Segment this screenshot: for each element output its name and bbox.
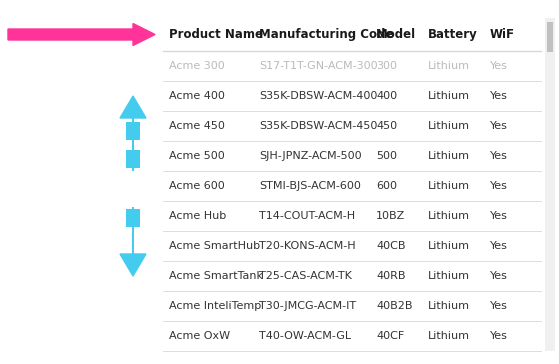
Text: T20-KONS-ACM-H: T20-KONS-ACM-H xyxy=(259,241,356,251)
Text: Acme 450: Acme 450 xyxy=(169,121,225,131)
Bar xyxy=(126,209,140,227)
Text: 40CF: 40CF xyxy=(376,331,404,341)
Bar xyxy=(126,122,140,140)
Text: Acme SmartHub: Acme SmartHub xyxy=(169,241,260,251)
Text: S17-T1T-GN-ACM-300: S17-T1T-GN-ACM-300 xyxy=(259,61,378,71)
Text: 40B2B: 40B2B xyxy=(376,301,413,311)
Bar xyxy=(163,321,541,351)
Text: Battery: Battery xyxy=(428,28,478,41)
Text: Lithium: Lithium xyxy=(428,301,470,311)
Bar xyxy=(163,111,541,141)
Text: Yes: Yes xyxy=(490,181,508,191)
Bar xyxy=(163,171,541,201)
Text: Model: Model xyxy=(376,28,416,41)
Text: 600: 600 xyxy=(376,181,397,191)
Text: Lithium: Lithium xyxy=(428,151,470,161)
Text: Acme 300: Acme 300 xyxy=(169,61,225,71)
Text: STMI-BJS-ACM-600: STMI-BJS-ACM-600 xyxy=(259,181,361,191)
Text: Yes: Yes xyxy=(490,211,508,221)
Bar xyxy=(163,231,541,261)
Text: 40RB: 40RB xyxy=(376,271,405,281)
Text: Acme SmartTank: Acme SmartTank xyxy=(169,271,263,281)
Text: Yes: Yes xyxy=(490,121,508,131)
Text: Yes: Yes xyxy=(490,91,508,101)
Text: T14-COUT-ACM-H: T14-COUT-ACM-H xyxy=(259,211,355,221)
Text: SJH-JPNZ-ACM-500: SJH-JPNZ-ACM-500 xyxy=(259,151,362,161)
Text: Acme OxW: Acme OxW xyxy=(169,331,230,341)
Text: Yes: Yes xyxy=(490,61,508,71)
Bar xyxy=(545,18,555,351)
Bar xyxy=(126,150,140,168)
Text: 10BZ: 10BZ xyxy=(376,211,405,221)
Bar xyxy=(163,261,541,291)
Text: Yes: Yes xyxy=(490,271,508,281)
Text: Acme InteliTemp: Acme InteliTemp xyxy=(169,301,261,311)
Text: Yes: Yes xyxy=(490,331,508,341)
Text: Lithium: Lithium xyxy=(428,181,470,191)
Text: Lithium: Lithium xyxy=(428,121,470,131)
Text: Acme Hub: Acme Hub xyxy=(169,211,226,221)
FancyArrow shape xyxy=(8,24,155,46)
Text: WiF: WiF xyxy=(490,28,515,41)
Text: 400: 400 xyxy=(376,91,397,101)
Text: Lithium: Lithium xyxy=(428,241,470,251)
Text: T30-JMCG-ACM-IT: T30-JMCG-ACM-IT xyxy=(259,301,356,311)
Text: Lithium: Lithium xyxy=(428,61,470,71)
Text: S35K-DBSW-ACM-450: S35K-DBSW-ACM-450 xyxy=(259,121,377,131)
Text: Yes: Yes xyxy=(490,241,508,251)
Text: Lithium: Lithium xyxy=(428,271,470,281)
Bar xyxy=(547,22,553,52)
Text: Acme 400: Acme 400 xyxy=(169,91,225,101)
Text: Acme 500: Acme 500 xyxy=(169,151,225,161)
Text: 300: 300 xyxy=(376,61,397,71)
Bar xyxy=(163,51,541,81)
Text: 40CB: 40CB xyxy=(376,241,405,251)
Text: Acme 600: Acme 600 xyxy=(169,181,225,191)
Bar xyxy=(163,201,541,231)
Text: Lithium: Lithium xyxy=(428,211,470,221)
Text: Yes: Yes xyxy=(490,151,508,161)
Text: Lithium: Lithium xyxy=(428,331,470,341)
Bar xyxy=(163,18,541,51)
Text: Product Name: Product Name xyxy=(169,28,263,41)
Text: T40-OW-ACM-GL: T40-OW-ACM-GL xyxy=(259,331,351,341)
Text: 500: 500 xyxy=(376,151,397,161)
Bar xyxy=(163,81,541,111)
Text: Manufacturing Code: Manufacturing Code xyxy=(259,28,394,41)
Text: T25-CAS-ACM-TK: T25-CAS-ACM-TK xyxy=(259,271,352,281)
Bar xyxy=(163,291,541,321)
FancyArrow shape xyxy=(120,207,146,276)
Text: Yes: Yes xyxy=(490,301,508,311)
Text: 450: 450 xyxy=(376,121,397,131)
Text: S35K-DBSW-ACM-400: S35K-DBSW-ACM-400 xyxy=(259,91,377,101)
Text: Lithium: Lithium xyxy=(428,91,470,101)
FancyArrow shape xyxy=(120,96,146,171)
Bar xyxy=(163,141,541,171)
